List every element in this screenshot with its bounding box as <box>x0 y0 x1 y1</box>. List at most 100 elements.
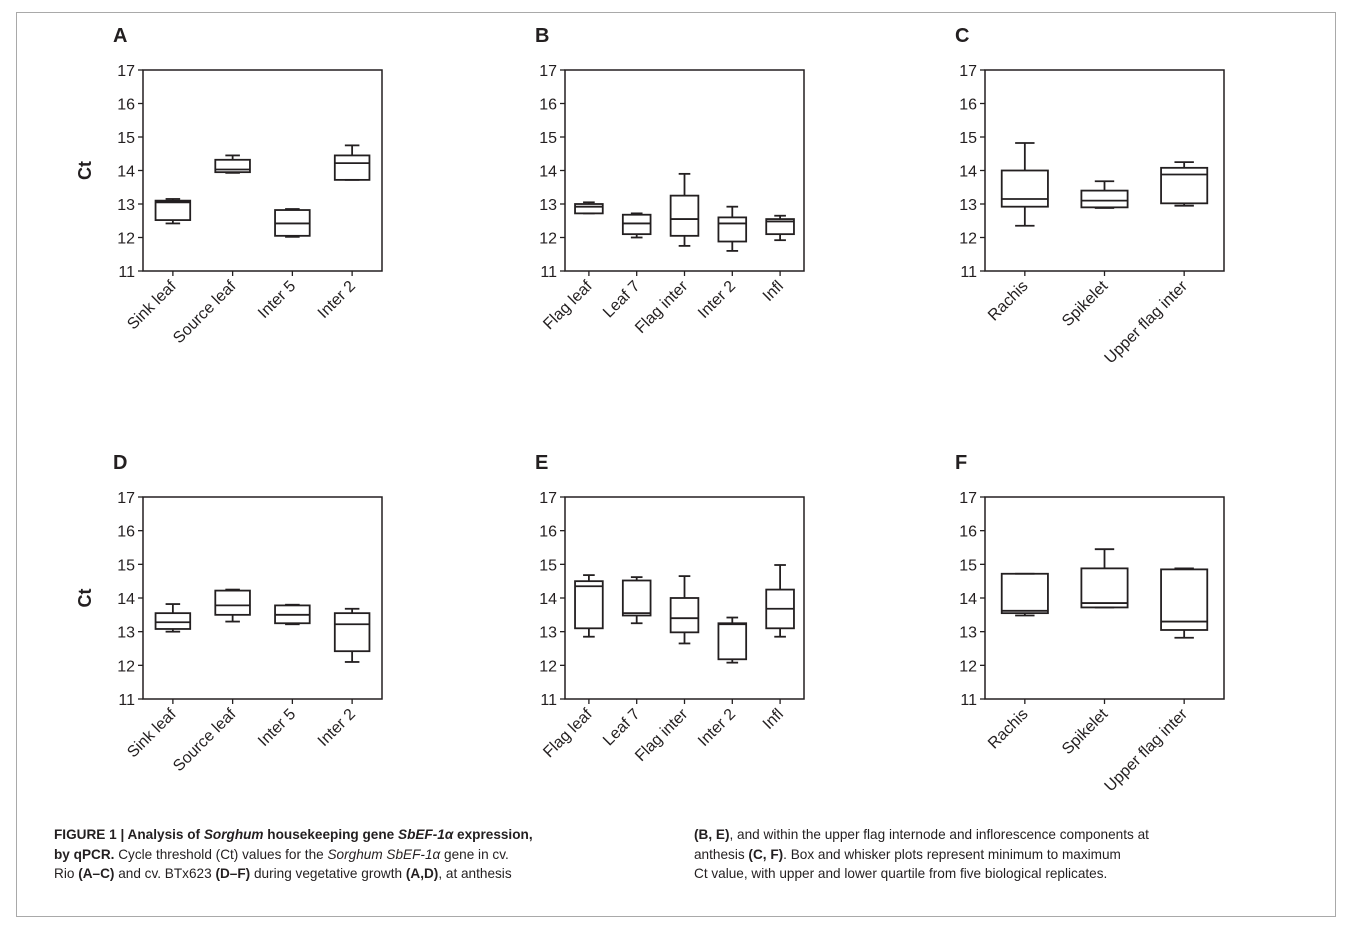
box-f-1 <box>1000 572 1049 617</box>
x-tick-label: Flag leaf <box>540 705 596 761</box>
y-tick-label: 11 <box>118 692 135 709</box>
y-tick-label: 17 <box>959 490 977 507</box>
x-tick-label: Upper flag inter <box>1102 705 1192 795</box>
caption-column-right: (B, E), and within the upper flag intern… <box>694 825 1304 884</box>
y-tick-label: 17 <box>539 490 557 507</box>
quartile-box <box>154 199 192 221</box>
box-d-1 <box>154 603 192 633</box>
y-tick-label: 12 <box>959 231 977 248</box>
caption-title-part: expression, <box>453 827 533 842</box>
y-tick-label: 13 <box>539 197 557 214</box>
panel-label-c: C <box>955 25 969 47</box>
y-tick-label: 15 <box>959 130 977 147</box>
box-a-1 <box>154 198 192 225</box>
plot-frame-d <box>142 496 383 700</box>
figure-frame <box>16 12 1336 917</box>
box-e-1 <box>574 574 604 638</box>
y-tick-label: 13 <box>117 197 135 214</box>
caption-panel-ref: (A–C) <box>78 866 115 881</box>
box-b-2 <box>621 212 652 239</box>
caption-title-part: Analysis of <box>127 827 204 842</box>
box-e-3 <box>669 575 700 645</box>
x-tick-label: Rachis <box>985 706 1032 753</box>
x-tick-label: Spikelet <box>1059 277 1112 330</box>
x-tick-label: Infl <box>760 278 787 305</box>
x-tick-label: Inter 2 <box>695 706 739 750</box>
quartile-box <box>1000 572 1049 615</box>
x-tick-label: Sink leaf <box>124 277 180 333</box>
caption-panel-ref: (B, E) <box>694 827 730 842</box>
y-tick-label: 15 <box>539 557 557 574</box>
caption-text: and cv. BTx623 <box>114 866 216 881</box>
box-c-1 <box>1000 142 1049 227</box>
box-d-3 <box>274 603 311 626</box>
plot-frame-a <box>142 69 383 272</box>
x-tick-label: Leaf 7 <box>600 706 644 750</box>
caption-text: . Box and whisker plots represent minimu… <box>783 846 1121 862</box>
y-tick-label: 14 <box>539 591 557 608</box>
caption-text: Ct value, with upper and lower quartile … <box>694 866 1108 881</box>
box-a-3 <box>274 208 311 238</box>
y-tick-label: 13 <box>539 625 557 642</box>
y-tick-label: 11 <box>540 264 557 281</box>
quartile-box <box>765 218 795 236</box>
x-tick-label: Flag inter <box>632 705 692 765</box>
x-tick-label: Flag inter <box>632 277 692 337</box>
y-tick-label: 11 <box>960 264 977 281</box>
y-tick-label: 15 <box>959 557 977 574</box>
quartile-box <box>1080 567 1129 609</box>
y-tick-label: 14 <box>117 164 135 181</box>
y-tick-label: 13 <box>959 197 977 214</box>
x-tick-label: Upper flag inter <box>1102 277 1192 367</box>
y-tick-label: 17 <box>117 490 135 507</box>
y-tick-label: 12 <box>539 658 557 675</box>
box-d-4 <box>333 607 371 663</box>
caption-text-italic: Sorghum SbEF-1α <box>327 846 441 862</box>
y-tick-label: 15 <box>117 130 135 147</box>
caption-panel-ref: (A,D) <box>405 866 439 881</box>
box-f-3 <box>1160 567 1209 639</box>
y-tick-label: 16 <box>959 97 977 114</box>
x-tick-label: Rachis <box>985 278 1032 325</box>
x-tick-label: Inter 5 <box>255 278 299 322</box>
y-tick-label: 13 <box>959 625 977 642</box>
caption-panel-ref: (D–F) <box>215 866 251 881</box>
x-tick-label: Inter 2 <box>315 706 359 750</box>
caption-text: during vegetative growth <box>250 866 406 881</box>
quartile-box <box>717 216 748 243</box>
quartile-box <box>621 579 652 617</box>
caption-title-part: housekeeping gene <box>263 827 398 842</box>
panel-label-d: D <box>113 452 127 474</box>
x-tick-label: Spikelet <box>1059 705 1112 758</box>
x-tick-label: Leaf 7 <box>600 278 644 322</box>
caption-text: Cycle threshold (Ct) values for the <box>114 846 328 862</box>
y-tick-label: 17 <box>959 63 977 80</box>
x-tick-label: Source leaf <box>170 705 240 775</box>
caption-text: gene in cv. <box>440 846 509 862</box>
y-tick-label: 11 <box>960 692 977 709</box>
caption-title-sorghum: Sorghum <box>203 827 264 842</box>
y-tick-label: 14 <box>539 164 557 181</box>
y-tick-label: 17 <box>539 63 557 80</box>
box-b-4 <box>717 205 748 252</box>
quartile-box <box>574 580 604 630</box>
box-a-4 <box>333 144 371 181</box>
y-tick-label: 11 <box>540 692 557 709</box>
box-f-2 <box>1080 548 1129 609</box>
quartile-box <box>1160 568 1209 631</box>
y-axis-label: Ct <box>75 161 95 180</box>
y-tick-label: 16 <box>117 97 135 114</box>
caption-text: , at anthesis <box>438 866 512 881</box>
quartile-box <box>669 597 700 634</box>
quartile-box <box>717 622 748 661</box>
y-tick-label: 14 <box>959 164 977 181</box>
quartile-box <box>1160 166 1209 205</box>
y-tick-label: 16 <box>959 524 977 541</box>
x-tick-label: Sink leaf <box>124 705 180 761</box>
x-tick-label: Inter 2 <box>695 278 739 322</box>
quartile-box <box>214 158 251 174</box>
